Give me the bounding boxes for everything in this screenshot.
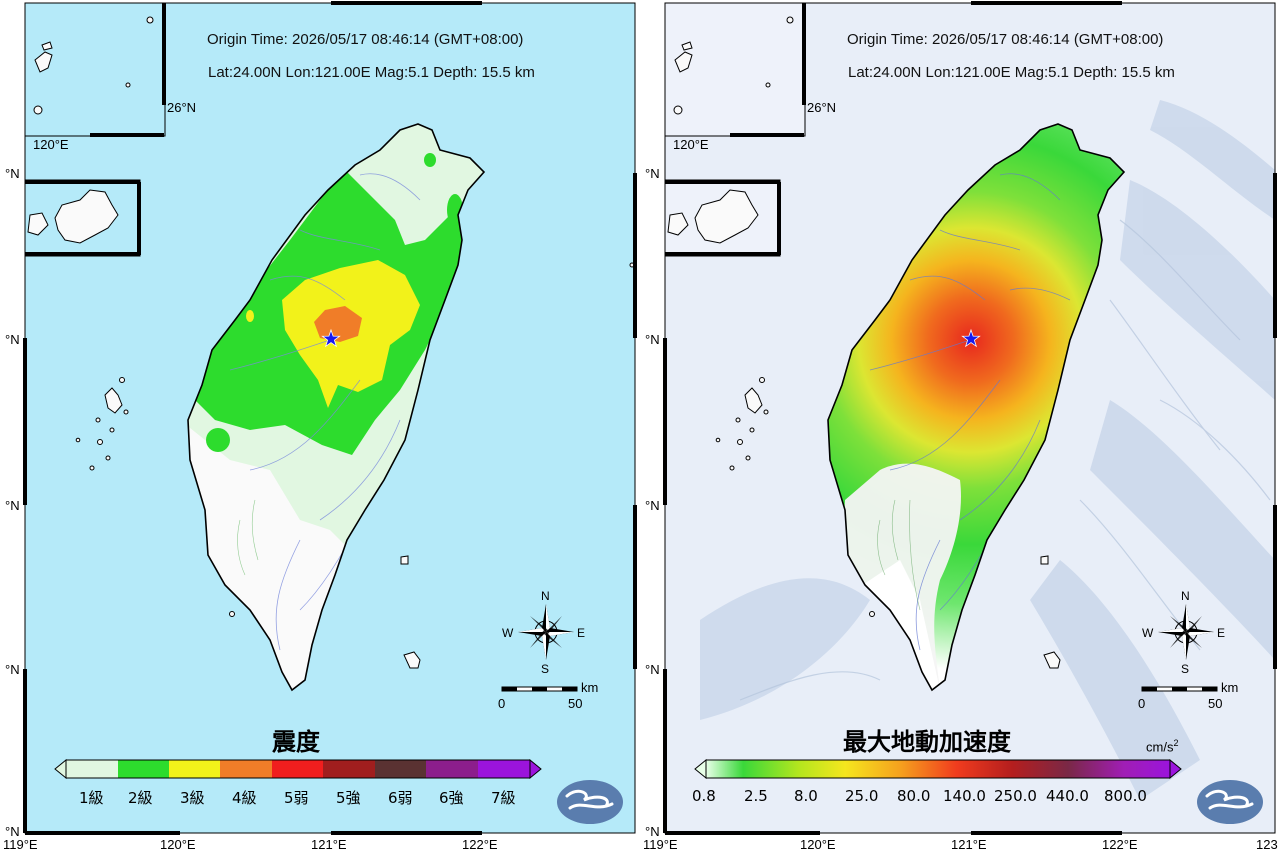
location-text: Lat:24.00N Lon:121.00E Mag:5.1 Depth: 15… bbox=[208, 64, 535, 81]
pga-legend-tick: 0.8 bbox=[692, 787, 716, 805]
intensity-legend-label: 5強 bbox=[336, 789, 361, 807]
lon-label: 123 bbox=[1256, 837, 1278, 852]
pga-map-panel: Origin Time: 2026/05/17 08:46:14 (GMT+08… bbox=[640, 0, 1280, 853]
compass-s-label: S bbox=[1181, 662, 1190, 676]
cwa-logo-icon bbox=[557, 780, 623, 824]
intensity-legend-label: 7級 bbox=[491, 789, 516, 807]
side-lat-label: °N bbox=[5, 332, 20, 347]
pga-legend-tick: 250.0 bbox=[994, 787, 1037, 805]
inset-lat-label: 26°N bbox=[167, 100, 197, 115]
inset-lon-label: 120°E bbox=[673, 137, 709, 152]
side-lat-label: °N bbox=[645, 824, 660, 839]
intensity-map bbox=[23, 1, 637, 835]
scale-unit-label: km bbox=[581, 680, 599, 695]
scale-fifty-label: 50 bbox=[1208, 696, 1223, 711]
pga-title: 最大地動加速度 bbox=[843, 728, 1011, 756]
intensity-legend-label: 5弱 bbox=[284, 789, 309, 807]
epicenter-star-icon bbox=[961, 328, 981, 348]
scale-unit-label: km bbox=[1221, 680, 1239, 695]
side-lat-label: °N bbox=[5, 824, 20, 839]
intensity-legend-label: 2級 bbox=[128, 789, 153, 807]
pga-map bbox=[663, 1, 1277, 835]
compass-s-label: S bbox=[541, 662, 550, 676]
intensity-legend-bar bbox=[54, 758, 542, 780]
compass-n-label: N bbox=[1181, 589, 1190, 603]
compass-w-label: W bbox=[502, 626, 514, 640]
pga-legend-bar bbox=[694, 758, 1182, 780]
intensity-legend-label: 4級 bbox=[232, 789, 257, 807]
intensity-legend-label: 6弱 bbox=[388, 789, 413, 807]
scale-fifty-label: 50 bbox=[568, 696, 583, 711]
lon-label: 122°E bbox=[462, 837, 498, 852]
compass-w-label: W bbox=[1142, 626, 1154, 640]
intensity-legend-label: 6強 bbox=[439, 789, 464, 807]
scale-bar bbox=[501, 686, 578, 692]
pga-unit-label: cm/s2 bbox=[1146, 738, 1178, 754]
side-lat-label: °N bbox=[645, 166, 660, 181]
pga-legend-tick: 25.0 bbox=[845, 787, 879, 805]
scale-bar bbox=[1141, 686, 1218, 692]
side-lat-label: °N bbox=[5, 498, 20, 513]
pga-unit-exponent: 2 bbox=[1173, 738, 1179, 748]
lon-label: 120°E bbox=[160, 837, 196, 852]
side-lat-label: °N bbox=[645, 332, 660, 347]
pga-legend-tick: 140.0 bbox=[943, 787, 986, 805]
lon-label: 121°E bbox=[951, 837, 987, 852]
inset-lat-label: 26°N bbox=[807, 100, 837, 115]
pga-legend-tick: 440.0 bbox=[1046, 787, 1089, 805]
compass-e-label: E bbox=[577, 626, 586, 640]
lon-label: 122°E bbox=[1102, 837, 1138, 852]
side-lat-label: °N bbox=[5, 662, 20, 677]
lon-label: 119°E bbox=[643, 837, 678, 852]
intensity-map-panel: Origin Time: 2026/05/17 08:46:14 (GMT+08… bbox=[3, 1, 637, 852]
pga-unit: cm/s bbox=[1146, 739, 1174, 755]
epicenter-star-icon bbox=[321, 328, 341, 348]
pga-legend-tick: 8.0 bbox=[794, 787, 818, 805]
lon-label: 120°E bbox=[800, 837, 836, 852]
compass-e-label: E bbox=[1217, 626, 1226, 640]
scale-zero-label: 0 bbox=[498, 696, 506, 711]
compass-rose-icon bbox=[518, 604, 574, 660]
compass-rose-icon bbox=[1158, 604, 1214, 660]
cwa-logo-icon bbox=[1197, 780, 1263, 824]
side-lat-label: °N bbox=[645, 662, 660, 677]
intensity-title: 震度 bbox=[272, 728, 320, 756]
intensity-legend-label: 1級 bbox=[79, 789, 104, 807]
pga-legend-tick: 80.0 bbox=[897, 787, 931, 805]
pga-legend-tick: 2.5 bbox=[744, 787, 768, 805]
compass-n-label: N bbox=[541, 589, 550, 603]
location-text: Lat:24.00N Lon:121.00E Mag:5.1 Depth: 15… bbox=[848, 64, 1175, 81]
pga-legend-tick: 800.0 bbox=[1104, 787, 1147, 805]
origin-time-text: Origin Time: 2026/05/17 08:46:14 (GMT+08… bbox=[847, 31, 1164, 48]
origin-time-text: Origin Time: 2026/05/17 08:46:14 (GMT+08… bbox=[207, 31, 524, 48]
lon-label: 121°E bbox=[311, 837, 347, 852]
scale-zero-label: 0 bbox=[1138, 696, 1146, 711]
inset-lon-label: 120°E bbox=[33, 137, 69, 152]
lon-label: 119°E bbox=[3, 837, 38, 852]
intensity-legend-label: 3級 bbox=[180, 789, 205, 807]
side-lat-label: °N bbox=[5, 166, 20, 181]
side-lat-label: °N bbox=[645, 498, 660, 513]
